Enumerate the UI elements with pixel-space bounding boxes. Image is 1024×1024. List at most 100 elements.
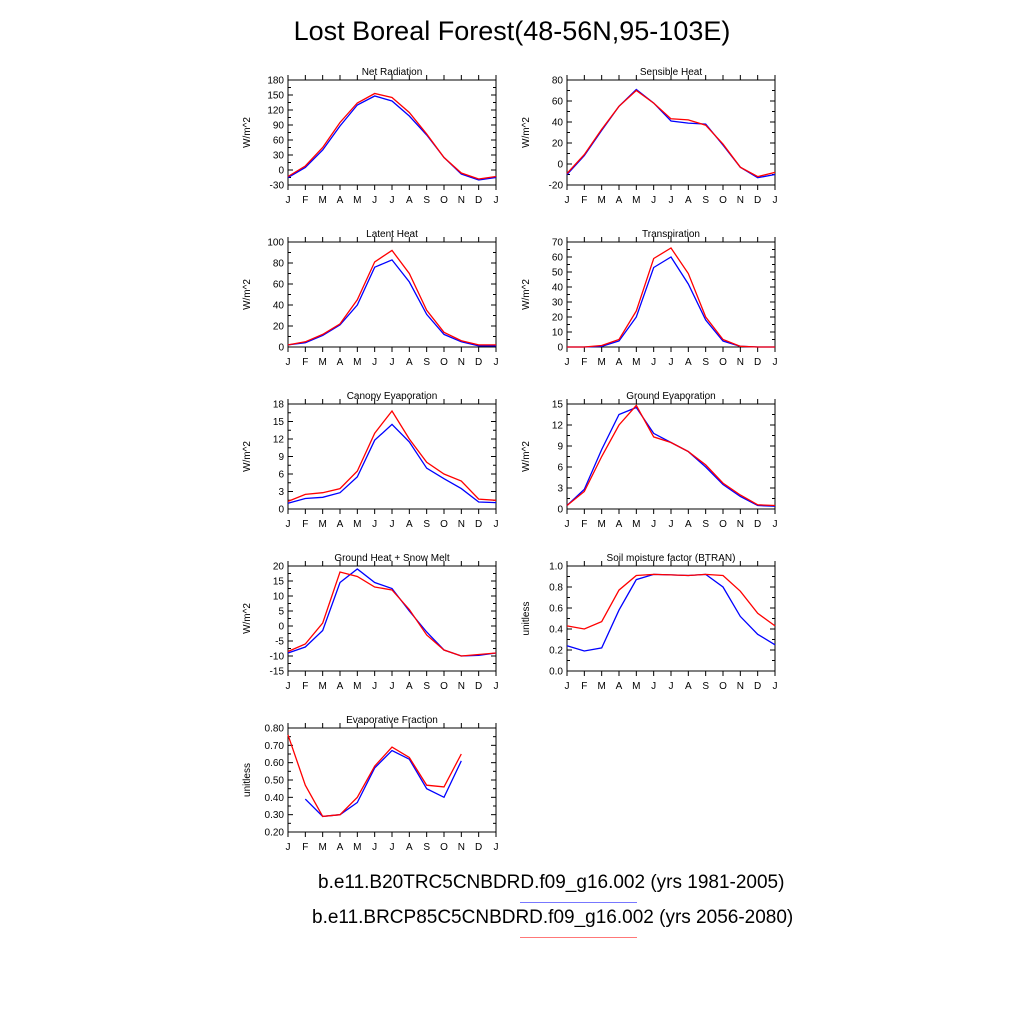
legend-swatch-historical	[520, 902, 637, 903]
x-tick-label: A	[337, 195, 344, 206]
panel-title: Net Radiation	[362, 67, 423, 78]
series-line-historical	[566, 406, 776, 507]
y-tick-label: 60	[552, 97, 564, 108]
x-tick-label: O	[719, 357, 727, 368]
y-tick-label: 20	[273, 322, 285, 333]
x-tick-label: M	[353, 357, 361, 368]
series-line-future	[566, 404, 776, 507]
x-tick-label: O	[440, 195, 448, 206]
y-tick-label: 0.30	[265, 810, 285, 821]
plot-frame	[287, 79, 497, 186]
y-tick-label: 0.4	[549, 625, 563, 636]
series-line-historical	[287, 568, 497, 657]
series-line-future	[287, 571, 497, 657]
x-tick-label: M	[353, 195, 361, 206]
x-tick-label: J	[565, 519, 570, 530]
y-tick-label: 60	[273, 280, 285, 291]
x-tick-label: J	[494, 357, 499, 368]
y-tick-label: 15	[552, 400, 564, 411]
plot-frame	[566, 565, 776, 672]
plot-frame	[287, 241, 497, 348]
x-tick-label: J	[372, 842, 377, 853]
series-line-future	[566, 89, 776, 178]
x-tick-label: N	[737, 357, 744, 368]
y-tick-label: 0	[557, 505, 563, 516]
x-tick-label: N	[458, 195, 465, 206]
x-tick-label: M	[318, 842, 326, 853]
x-tick-label: M	[597, 519, 605, 530]
x-tick-label: J	[773, 519, 778, 530]
y-tick-label: 20	[552, 313, 564, 324]
y-tick-label: 10	[273, 592, 285, 603]
panel-soil-moisture-factor-btran: Soil moisture factor (BTRAN) 1.0 0.8 0.6 0.4…	[521, 553, 778, 692]
x-tick-label: J	[669, 681, 674, 692]
x-tick-label: M	[597, 195, 605, 206]
y-tick-label: 0	[557, 343, 563, 354]
y-tick-label: 9	[278, 452, 284, 463]
x-tick-label: M	[318, 357, 326, 368]
y-tick-label: 0.0	[549, 667, 563, 678]
x-tick-label: F	[581, 357, 587, 368]
x-tick-label: F	[302, 195, 308, 206]
y-tick-label: 0	[557, 160, 563, 171]
x-tick-label: D	[475, 357, 482, 368]
panel-title: Ground Evaporation	[626, 391, 716, 402]
y-tick-label: 6	[557, 463, 563, 474]
panel-evaporative-fraction: Evaporative Fraction 0.80 0.70 0.60 0.50 0.40…	[242, 715, 499, 853]
y-tick-label: 12	[273, 435, 285, 446]
x-tick-label: J	[372, 681, 377, 692]
series-line-future	[287, 734, 462, 818]
x-tick-label: S	[423, 357, 430, 368]
series-line-future	[566, 573, 776, 630]
series-line-historical	[287, 95, 497, 181]
panel-title: Soil moisture factor (BTRAN)	[607, 553, 736, 564]
x-tick-label: D	[754, 357, 761, 368]
y-tick-label: 15	[273, 577, 285, 588]
y-tick-label: 0	[278, 622, 284, 633]
legend-label-historical: b.e11.B20TRC5CNBDRD.f09_g16.002 (yrs 198…	[318, 872, 785, 893]
x-tick-label: M	[353, 842, 361, 853]
x-tick-label: O	[719, 195, 727, 206]
x-tick-label: A	[337, 681, 344, 692]
x-tick-label: J	[669, 195, 674, 206]
y-tick-label: 0.50	[265, 776, 285, 787]
x-tick-label: O	[719, 681, 727, 692]
x-tick-label: J	[286, 357, 291, 368]
x-tick-label: J	[390, 842, 395, 853]
x-tick-label: O	[440, 681, 448, 692]
x-tick-label: J	[390, 357, 395, 368]
panel-title: Canopy Evaporation	[347, 391, 438, 402]
y-tick-label: 3	[557, 484, 563, 495]
y-tick-label: 30	[552, 298, 564, 309]
y-axis-label: W/m^2	[242, 603, 253, 634]
y-tick-label: 20	[273, 562, 285, 573]
y-tick-label: 12	[552, 421, 564, 432]
y-tick-label: 70	[552, 238, 564, 249]
y-tick-label: 5	[278, 607, 284, 618]
x-tick-label: M	[632, 681, 640, 692]
x-tick-label: F	[302, 842, 308, 853]
x-tick-label: D	[475, 842, 482, 853]
y-tick-label: 50	[552, 268, 564, 279]
x-tick-label: A	[685, 519, 692, 530]
x-tick-label: A	[337, 357, 344, 368]
y-tick-label: 1.0	[549, 562, 563, 573]
series-line-future	[287, 249, 496, 346]
x-tick-label: N	[737, 195, 744, 206]
x-tick-label: A	[616, 681, 623, 692]
series-line-future	[567, 247, 775, 348]
x-tick-label: A	[616, 195, 623, 206]
series-line-historical	[304, 749, 462, 818]
x-tick-label: A	[685, 195, 692, 206]
y-tick-label: 20	[552, 139, 564, 150]
y-tick-label: 40	[552, 118, 564, 129]
series-line-future	[287, 92, 497, 180]
y-tick-label: 40	[552, 283, 564, 294]
x-tick-label: F	[302, 681, 308, 692]
x-tick-label: N	[737, 519, 744, 530]
x-tick-label: J	[494, 842, 499, 853]
y-tick-label: 0.70	[265, 741, 285, 752]
